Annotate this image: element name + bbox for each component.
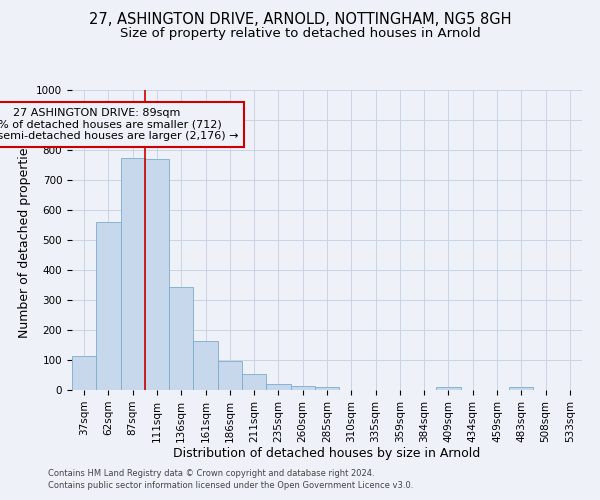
Bar <box>242 374 266 390</box>
Bar <box>169 286 193 390</box>
Bar <box>315 387 339 390</box>
Text: Size of property relative to detached houses in Arnold: Size of property relative to detached ho… <box>119 28 481 40</box>
Bar <box>218 361 242 390</box>
Bar <box>436 387 461 390</box>
Bar <box>72 356 96 390</box>
Bar <box>145 159 169 390</box>
Bar <box>121 158 145 390</box>
Y-axis label: Number of detached properties: Number of detached properties <box>17 142 31 338</box>
Text: Contains HM Land Registry data © Crown copyright and database right 2024.: Contains HM Land Registry data © Crown c… <box>48 468 374 477</box>
Bar <box>266 384 290 390</box>
Text: Contains public sector information licensed under the Open Government Licence v3: Contains public sector information licen… <box>48 481 413 490</box>
Bar <box>290 386 315 390</box>
Bar <box>96 222 121 390</box>
Bar <box>509 387 533 390</box>
Bar <box>193 341 218 390</box>
X-axis label: Distribution of detached houses by size in Arnold: Distribution of detached houses by size … <box>173 448 481 460</box>
Text: 27 ASHINGTON DRIVE: 89sqm
← 24% of detached houses are smaller (712)
75% of semi: 27 ASHINGTON DRIVE: 89sqm ← 24% of detac… <box>0 108 238 141</box>
Text: 27, ASHINGTON DRIVE, ARNOLD, NOTTINGHAM, NG5 8GH: 27, ASHINGTON DRIVE, ARNOLD, NOTTINGHAM,… <box>89 12 511 28</box>
